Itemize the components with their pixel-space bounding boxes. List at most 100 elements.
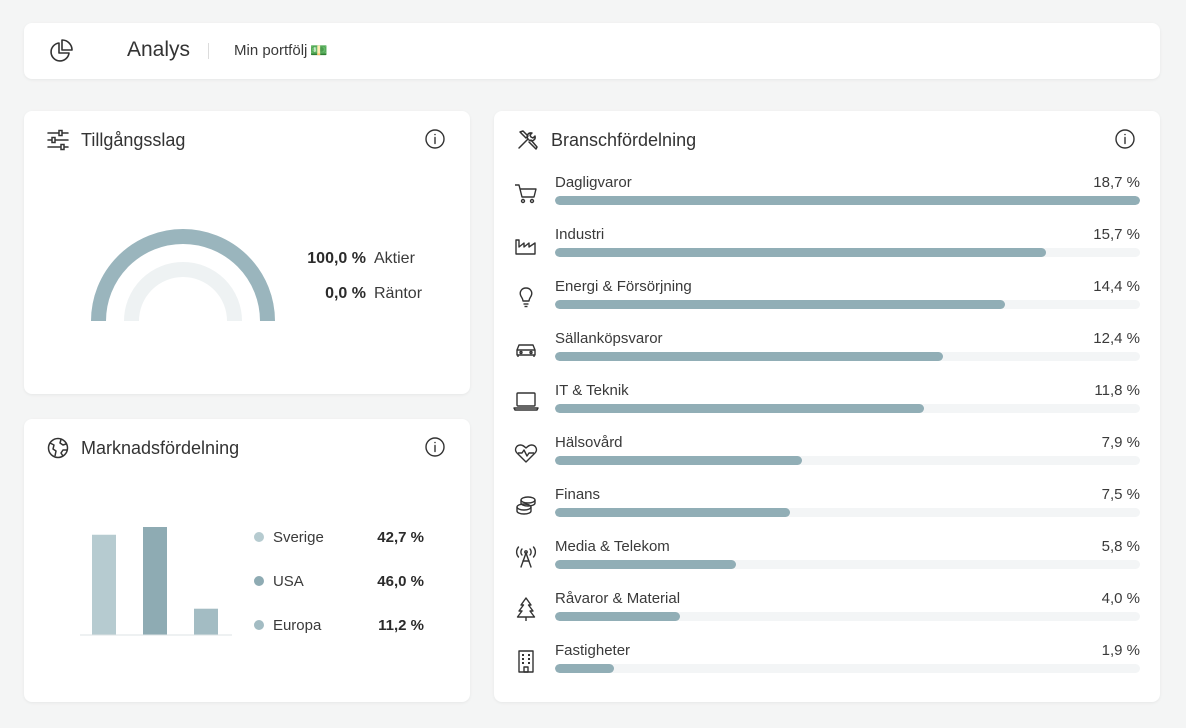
sector-label: Media & Telekom <box>555 538 670 555</box>
sector-bar-track <box>555 508 1140 517</box>
sector-row: Energi & Försörjning 14,4 % <box>494 278 1160 330</box>
sector-bar-track <box>555 196 1140 205</box>
asset-gauge <box>91 229 275 322</box>
asset-label: Räntor <box>374 285 423 302</box>
sector-bar-fill <box>555 300 1006 309</box>
sector-row: Sällanköpsvaror 12,4 % <box>494 330 1160 382</box>
sector-label: Hälsovård <box>555 434 623 451</box>
legend-label: Europa <box>272 616 322 634</box>
asset-label: Aktier <box>374 250 415 267</box>
sector-row: Hälsovård 7,9 % <box>494 434 1160 486</box>
legend-dot <box>254 620 264 630</box>
legend-dot <box>254 576 264 586</box>
tree-icon <box>513 596 539 622</box>
sector-bar-track <box>555 404 1140 413</box>
legend-row-europa: Europa 11,2 % <box>254 615 424 635</box>
sector-label: IT & Teknik <box>555 382 629 399</box>
asset-value: 100,0 % <box>307 250 366 267</box>
asset-row-bonds: 0,0 % Räntor <box>276 285 422 303</box>
legend-value: 46,0 % <box>377 572 424 590</box>
sector-bar-track <box>555 352 1140 361</box>
info-icon[interactable] <box>424 128 446 150</box>
sector-row: Industri 15,7 % <box>494 226 1160 278</box>
legend-row-sverige: Sverige 42,7 % <box>254 527 424 547</box>
sector-bar-track <box>555 664 1140 673</box>
portfolio-selector[interactable]: Min portfölj 💵 <box>234 42 328 59</box>
market-bar-chart <box>80 527 232 636</box>
asset-row-stocks: 100,0 % Aktier <box>276 250 415 268</box>
sector-value: 18,7 % <box>1093 174 1140 191</box>
sector-label: Energi & Försörjning <box>555 278 692 295</box>
gauge-bonds-arc <box>124 262 242 322</box>
sector-row: IT & Teknik 11,8 % <box>494 382 1160 434</box>
sector-value: 1,9 % <box>1101 642 1140 659</box>
sector-bar-track <box>555 612 1140 621</box>
sector-bar-fill <box>555 352 943 361</box>
sector-value: 12,4 % <box>1093 330 1140 347</box>
page-header: Analys Min portfölj 💵 <box>24 23 1160 79</box>
info-icon[interactable] <box>424 436 446 458</box>
building-icon <box>513 648 539 674</box>
sector-value: 7,9 % <box>1101 434 1140 451</box>
sector-label: Industri <box>555 226 605 243</box>
sector-label: Fastigheter <box>555 642 631 659</box>
sector-distribution-card: Branschfördelning Dagligvaror 18,7 % Ind… <box>494 111 1160 702</box>
asset-class-title: Tillgångsslag <box>81 130 186 150</box>
sector-label: Råvaror & Material <box>555 590 681 607</box>
sector-row: Dagligvaror 18,7 % <box>494 174 1160 226</box>
page-title: Analys <box>127 38 191 61</box>
antenna-icon <box>513 544 539 570</box>
market-bar-usa <box>143 527 167 635</box>
sector-value: 15,7 % <box>1093 226 1140 243</box>
laptop-icon <box>513 388 539 414</box>
globe-icon <box>46 436 70 460</box>
info-icon[interactable] <box>1114 128 1136 150</box>
sector-row: Media & Telekom 5,8 % <box>494 538 1160 590</box>
header-divider <box>208 43 209 59</box>
money-icon: 💵 <box>310 42 328 58</box>
sector-bar-fill <box>555 612 681 621</box>
sector-value: 5,8 % <box>1101 538 1140 555</box>
sector-label: Sällanköpsvaror <box>555 330 663 347</box>
sliders-icon <box>46 128 70 152</box>
cart-icon <box>513 180 539 206</box>
sector-row: Fastigheter 1,9 % <box>494 642 1160 694</box>
gauge-stocks-arc <box>91 229 275 322</box>
legend-label: Sverige <box>272 528 324 546</box>
market-distribution-card: Marknadsfördelning Sverige 42,7 % USA 46… <box>24 419 470 702</box>
legend-label: USA <box>272 572 304 590</box>
sector-bar-fill <box>555 664 615 673</box>
market-bar-sverige <box>92 534 116 635</box>
pie-chart-icon <box>48 38 74 64</box>
sector-bar-fill <box>555 456 803 465</box>
legend-value: 42,7 % <box>377 528 424 546</box>
sector-bar-fill <box>555 248 1047 257</box>
market-bar-europa <box>194 608 218 635</box>
legend-row-usa: USA 46,0 % <box>254 571 424 591</box>
asset-class-card: Tillgångsslag 100,0 % Aktier 0,0 % Ränto… <box>24 111 470 394</box>
sector-value: 4,0 % <box>1101 590 1140 607</box>
market-distribution-title: Marknadsfördelning <box>81 438 240 458</box>
factory-icon <box>513 232 539 258</box>
sector-bar-track <box>555 560 1140 569</box>
sector-label: Dagligvaror <box>555 174 632 191</box>
sector-label: Finans <box>555 486 601 503</box>
sector-bar-fill <box>555 560 737 569</box>
sector-row: Råvaror & Material 4,0 % <box>494 590 1160 642</box>
sector-row: Finans 7,5 % <box>494 486 1160 538</box>
car-icon <box>513 336 539 362</box>
tools-icon <box>516 128 540 152</box>
sector-bar-track <box>555 456 1140 465</box>
legend-value: 11,2 % <box>378 616 424 634</box>
sector-bar-fill <box>555 508 790 517</box>
sector-bar-fill <box>555 404 925 413</box>
portfolio-name: Min portfölj <box>234 42 308 59</box>
sector-value: 7,5 % <box>1101 486 1140 503</box>
sector-bar-track <box>555 248 1140 257</box>
sector-bar-fill <box>555 196 1140 205</box>
legend-dot <box>254 532 264 542</box>
sector-bar-track <box>555 300 1140 309</box>
coins-icon <box>513 492 539 518</box>
sector-distribution-title: Branschfördelning <box>551 130 697 150</box>
heart-pulse-icon <box>513 440 539 466</box>
